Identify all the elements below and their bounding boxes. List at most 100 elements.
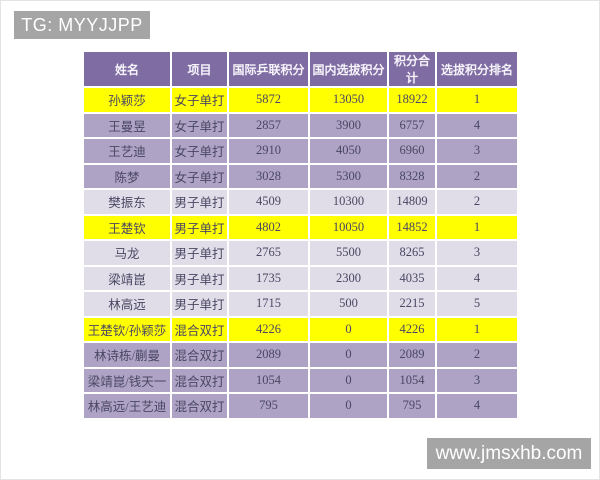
- table-row: 王艺迪 女子单打 2910 4050 6960 3: [84, 139, 517, 163]
- cell-total-points: 795: [389, 394, 435, 418]
- cell-rank: 2: [437, 343, 517, 367]
- cell-total-points: 6960: [389, 139, 435, 163]
- cell-total-points: 4035: [389, 266, 435, 290]
- column-header: 选拔积分排名: [437, 52, 517, 86]
- cell-event: 男子单打: [172, 215, 227, 239]
- table-row: 梁靖崑 男子单打 1735 2300 4035 4: [84, 266, 517, 290]
- cell-total-points: 8328: [389, 164, 435, 188]
- table-row: 林高远/王艺迪 混合双打 795 0 795 4: [84, 394, 517, 418]
- cell-rank: 1: [437, 88, 517, 112]
- cell-ittf-points: 2765: [229, 241, 308, 265]
- cell-total-points: 4226: [389, 317, 435, 341]
- cell-rank: 3: [437, 368, 517, 392]
- cell-domestic-points: 500: [310, 292, 387, 316]
- cell-ittf-points: 4226: [229, 317, 308, 341]
- column-header: 项目: [172, 52, 227, 86]
- cell-event: 混合双打: [172, 343, 227, 367]
- cell-total-points: 6757: [389, 113, 435, 137]
- column-header: 积分合计: [389, 52, 435, 86]
- cell-ittf-points: 3028: [229, 164, 308, 188]
- cell-ittf-points: 1054: [229, 368, 308, 392]
- table-row: 陈梦 女子单打 3028 5300 8328 2: [84, 164, 517, 188]
- cell-domestic-points: 4050: [310, 139, 387, 163]
- table-row: 王曼昱 女子单打 2857 3900 6757 4: [84, 113, 517, 137]
- cell-total-points: 18922: [389, 88, 435, 112]
- cell-name: 陈梦: [84, 164, 170, 188]
- cell-ittf-points: 4802: [229, 215, 308, 239]
- cell-ittf-points: 4509: [229, 190, 308, 214]
- cell-event: 女子单打: [172, 164, 227, 188]
- cell-total-points: 2089: [389, 343, 435, 367]
- cell-name: 林诗栋/蒯曼: [84, 343, 170, 367]
- cell-total-points: 8265: [389, 241, 435, 265]
- cell-name: 林高远/王艺迪: [84, 394, 170, 418]
- cell-rank: 4: [437, 394, 517, 418]
- table-row: 王楚钦 男子单打 4802 10050 14852 1: [84, 215, 517, 239]
- cell-ittf-points: 2910: [229, 139, 308, 163]
- column-header: 姓名: [84, 52, 170, 86]
- cell-event: 混合双打: [172, 317, 227, 341]
- cell-name: 马龙: [84, 241, 170, 265]
- cell-ittf-points: 1735: [229, 266, 308, 290]
- cell-event: 混合双打: [172, 368, 227, 392]
- cell-ittf-points: 2089: [229, 343, 308, 367]
- cell-name: 王楚钦/孙颖莎: [84, 317, 170, 341]
- cell-domestic-points: 0: [310, 343, 387, 367]
- cell-domestic-points: 13050: [310, 88, 387, 112]
- column-header: 国内选拔积分: [310, 52, 387, 86]
- cell-name: 孙颖莎: [84, 88, 170, 112]
- table-row: 梁靖崑/钱天一 混合双打 1054 0 1054 3: [84, 368, 517, 392]
- cell-rank: 4: [437, 266, 517, 290]
- cell-rank: 1: [437, 215, 517, 239]
- cell-event: 女子单打: [172, 113, 227, 137]
- table-row: 林诗栋/蒯曼 混合双打 2089 0 2089 2: [84, 343, 517, 367]
- cell-domestic-points: 5300: [310, 164, 387, 188]
- cell-total-points: 2215: [389, 292, 435, 316]
- cell-rank: 5: [437, 292, 517, 316]
- cell-rank: 1: [437, 317, 517, 341]
- selection-points-table: 姓名 项目 国际乒联积分 国内选拔积分 积分合计 选拔积分排名 孙颖莎 女子单打 5872 13…: [82, 50, 519, 420]
- website-watermark: www.jmsxhb.com: [427, 438, 591, 469]
- cell-rank: 4: [437, 113, 517, 137]
- cell-domestic-points: 0: [310, 368, 387, 392]
- cell-name: 梁靖崑/钱天一: [84, 368, 170, 392]
- cell-domestic-points: 3900: [310, 113, 387, 137]
- column-header: 国际乒联积分: [229, 52, 308, 86]
- cell-ittf-points: 1715: [229, 292, 308, 316]
- cell-event: 女子单打: [172, 88, 227, 112]
- cell-domestic-points: 10300: [310, 190, 387, 214]
- header-row: 姓名 项目 国际乒联积分 国内选拔积分 积分合计 选拔积分排名: [84, 52, 517, 86]
- cell-event: 男子单打: [172, 241, 227, 265]
- telegram-handle-badge: TG: MYYJJPP: [14, 11, 150, 39]
- cell-domestic-points: 0: [310, 317, 387, 341]
- table-row: 马龙 男子单打 2765 5500 8265 3: [84, 241, 517, 265]
- cell-ittf-points: 795: [229, 394, 308, 418]
- table-row: 王楚钦/孙颖莎 混合双打 4226 0 4226 1: [84, 317, 517, 341]
- cell-rank: 3: [437, 139, 517, 163]
- table-body: 孙颖莎 女子单打 5872 13050 18922 1 王曼昱 女子单打 2857 3900 675…: [84, 88, 517, 418]
- cell-name: 王曼昱: [84, 113, 170, 137]
- cell-ittf-points: 5872: [229, 88, 308, 112]
- cell-event: 男子单打: [172, 292, 227, 316]
- cell-domestic-points: 0: [310, 394, 387, 418]
- cell-rank: 2: [437, 164, 517, 188]
- cell-event: 女子单打: [172, 139, 227, 163]
- cell-total-points: 1054: [389, 368, 435, 392]
- cell-event: 男子单打: [172, 190, 227, 214]
- table-row: 孙颖莎 女子单打 5872 13050 18922 1: [84, 88, 517, 112]
- table-row: 林高远 男子单打 1715 500 2215 5: [84, 292, 517, 316]
- cell-rank: 2: [437, 190, 517, 214]
- cell-total-points: 14852: [389, 215, 435, 239]
- cell-event: 男子单打: [172, 266, 227, 290]
- cell-event: 混合双打: [172, 394, 227, 418]
- cell-domestic-points: 5500: [310, 241, 387, 265]
- cell-name: 王艺迪: [84, 139, 170, 163]
- table-row: 樊振东 男子单打 4509 10300 14809 2: [84, 190, 517, 214]
- cell-name: 林高远: [84, 292, 170, 316]
- cell-domestic-points: 2300: [310, 266, 387, 290]
- cell-ittf-points: 2857: [229, 113, 308, 137]
- cell-name: 王楚钦: [84, 215, 170, 239]
- cell-total-points: 14809: [389, 190, 435, 214]
- cell-domestic-points: 10050: [310, 215, 387, 239]
